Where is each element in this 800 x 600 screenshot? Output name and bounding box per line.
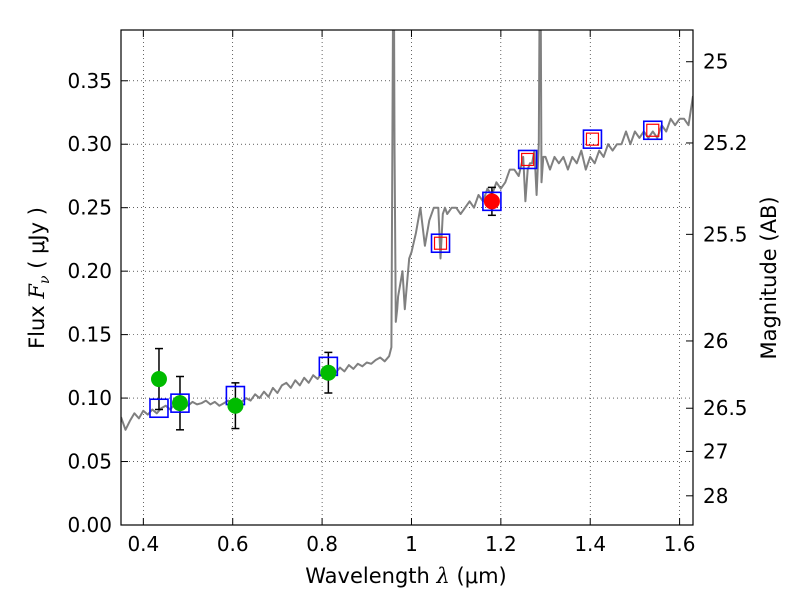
plot-frame [120,29,694,526]
y2-tick-label: 25.2 [703,131,748,155]
y-tick-label: 0.20 [67,259,112,283]
spectrum-line [121,30,693,431]
model-flux-box [170,393,190,413]
model-flux-box [517,149,538,170]
model-flux-box [149,398,169,419]
y-tick-label: 0.15 [67,323,112,347]
x-tick-label: 1.2 [485,532,517,556]
x-axis: 0.4 0.6 0.8 1 1.2 1.4 1.6 [127,30,696,556]
x-tick-label: 1 [405,532,418,556]
y-axis-left: 0.00 0.05 0.10 0.15 0.20 0.25 0.30 0.35 [67,69,128,537]
y2-tick-label: 26 [703,329,728,353]
synthetic-flux-box [585,132,600,146]
synthetic-flux-box [433,236,448,250]
y-tick-label: 0.25 [67,196,112,220]
x-tick-label: 0.4 [127,532,159,556]
green-data-point [171,395,188,412]
model-flux-box [642,120,663,141]
y2-tick-label: 28 [703,484,728,508]
y2-tick-label: 25 [703,50,728,74]
y2-tick-label: 26.5 [703,396,748,420]
y-tick-label: 0.30 [67,132,112,156]
y2-tick-label: 25.5 [703,222,748,246]
y-tick-label: 0.10 [67,386,112,410]
y2-axis-label: Magnitude (AB) [757,196,781,359]
synthetic-flux-box [521,152,535,167]
x-tick-label: 0.6 [217,532,249,556]
green-data-point [227,397,244,414]
x-tick-label: 1.6 [664,532,696,556]
red-data-point [483,193,500,210]
green-data-point [150,371,167,388]
synthetic-flux-box [646,123,660,137]
y-axis-label: Flux Fν ( μJy ) [25,207,53,349]
y-tick-label: 0.00 [67,513,112,537]
y-tick-label: 0.35 [67,69,112,93]
plot-area [121,30,693,431]
model-flux-box [430,233,451,254]
y-axis-right: 25 25.2 25.5 26 26.5 27 28 [686,50,748,508]
x-axis-label: Wavelength λ (μm) [305,564,506,588]
x-tick-label: 0.8 [306,532,338,556]
model-flux-box [582,129,603,149]
green-data-point [320,364,337,381]
y-tick-label: 0.05 [67,450,112,474]
model-flux-box [482,191,502,212]
x-tick-label: 1.4 [574,532,606,556]
y2-tick-label: 27 [703,439,728,463]
